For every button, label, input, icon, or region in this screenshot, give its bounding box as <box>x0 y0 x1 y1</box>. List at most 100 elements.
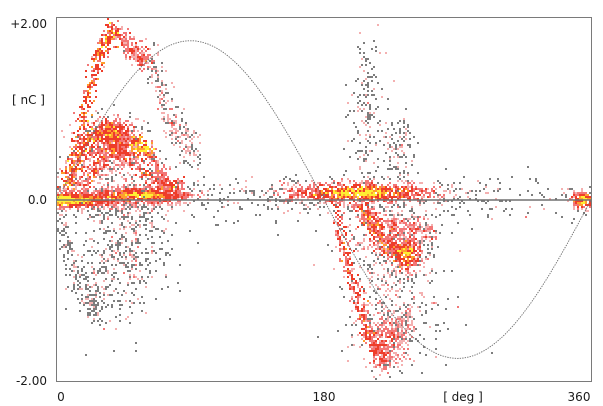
heatmap-cell <box>139 56 141 58</box>
heatmap-cell <box>109 42 111 44</box>
heatmap-cell <box>169 130 171 132</box>
heatmap-cell <box>377 200 379 202</box>
heatmap-cell <box>373 40 375 42</box>
heatmap-cell <box>581 208 583 210</box>
heatmap-cell <box>119 124 121 126</box>
heatmap-cell <box>127 162 129 164</box>
heatmap-cell <box>257 204 259 206</box>
heatmap-cell <box>155 86 157 88</box>
heatmap-cell <box>367 204 369 206</box>
heatmap-cell <box>367 172 369 174</box>
heatmap-cell <box>381 188 383 190</box>
heatmap-cell <box>403 260 405 262</box>
heatmap-cell <box>123 32 125 34</box>
heatmap-cell <box>373 184 375 186</box>
heatmap-cell <box>101 194 103 196</box>
heatmap-cell <box>117 242 119 244</box>
heatmap-cell <box>129 154 131 156</box>
heatmap-cell <box>335 190 337 192</box>
heatmap-cell <box>119 218 121 220</box>
heatmap-cell <box>375 190 377 192</box>
heatmap-cell <box>99 318 101 320</box>
heatmap-cell <box>443 194 445 196</box>
heatmap-cell <box>99 292 101 294</box>
heatmap-cell <box>147 156 149 158</box>
heatmap-cell <box>105 24 107 26</box>
heatmap-cell <box>77 140 79 142</box>
heatmap-cell <box>149 194 151 196</box>
heatmap-cell <box>367 304 369 306</box>
heatmap-cell <box>147 48 149 50</box>
heatmap-cell <box>391 330 393 332</box>
heatmap-cell <box>121 132 123 134</box>
heatmap-cell <box>371 328 373 330</box>
heatmap-cell <box>123 184 125 186</box>
heatmap-cell <box>91 66 93 68</box>
heatmap-cell <box>67 206 69 208</box>
heatmap-cell <box>417 172 419 174</box>
heatmap-cell <box>383 340 385 342</box>
heatmap-cell <box>75 274 77 276</box>
heatmap-cell <box>279 196 281 198</box>
heatmap-cell <box>351 262 353 264</box>
heatmap-cell <box>393 184 395 186</box>
heatmap-cell <box>141 200 143 202</box>
heatmap-cell <box>393 156 395 158</box>
heatmap-cell <box>409 146 411 148</box>
heatmap-cell <box>123 42 125 44</box>
heatmap-cell <box>77 254 79 256</box>
heatmap-cell <box>153 200 155 202</box>
heatmap-cell <box>119 172 121 174</box>
heatmap-cell <box>229 192 231 194</box>
heatmap-cell <box>69 206 71 208</box>
heatmap-cell <box>355 182 357 184</box>
heatmap-cell <box>399 144 401 146</box>
heatmap-cell <box>397 254 399 256</box>
heatmap-cell <box>111 134 113 136</box>
heatmap-cell <box>99 296 101 298</box>
heatmap-cell <box>121 210 123 212</box>
heatmap-cell <box>425 310 427 312</box>
heatmap-cell <box>95 304 97 306</box>
heatmap-cell <box>581 196 583 198</box>
heatmap-cell <box>113 162 115 164</box>
heatmap-cell <box>167 92 169 94</box>
heatmap-cell <box>357 192 359 194</box>
heatmap-cell <box>363 52 365 54</box>
heatmap-cell <box>101 152 103 154</box>
heatmap-cell <box>367 90 369 92</box>
heatmap-cell <box>353 322 355 324</box>
heatmap-cell <box>373 348 375 350</box>
heatmap-cell <box>409 242 411 244</box>
heatmap-cell <box>345 84 347 86</box>
heatmap-cell <box>155 192 157 194</box>
heatmap-cell <box>171 198 173 200</box>
heatmap-cell <box>105 46 107 48</box>
heatmap-cell <box>67 156 69 158</box>
heatmap-cell <box>341 186 343 188</box>
heatmap-cell <box>173 190 175 192</box>
heatmap-cell <box>405 260 407 262</box>
heatmap-cell <box>477 200 479 202</box>
heatmap-cell <box>97 168 99 170</box>
heatmap-cell <box>543 196 545 198</box>
heatmap-cell <box>485 192 487 194</box>
heatmap-cell <box>159 186 161 188</box>
heatmap-cell <box>379 344 381 346</box>
heatmap-cell <box>127 212 129 214</box>
heatmap-cell <box>373 236 375 238</box>
heatmap-cell <box>83 274 85 276</box>
heatmap-cell <box>419 270 421 272</box>
heatmap-cell <box>157 170 159 172</box>
heatmap-cell <box>543 208 545 210</box>
heatmap-cell <box>339 188 341 190</box>
heatmap-cell <box>107 202 109 204</box>
heatmap-cell <box>443 190 445 192</box>
heatmap-cell <box>457 306 459 308</box>
heatmap-cell <box>369 220 371 222</box>
heatmap-cell <box>125 42 127 44</box>
heatmap-cell <box>75 196 77 198</box>
heatmap-cell <box>71 174 73 176</box>
heatmap-cell <box>95 168 97 170</box>
heatmap-cell <box>415 276 417 278</box>
